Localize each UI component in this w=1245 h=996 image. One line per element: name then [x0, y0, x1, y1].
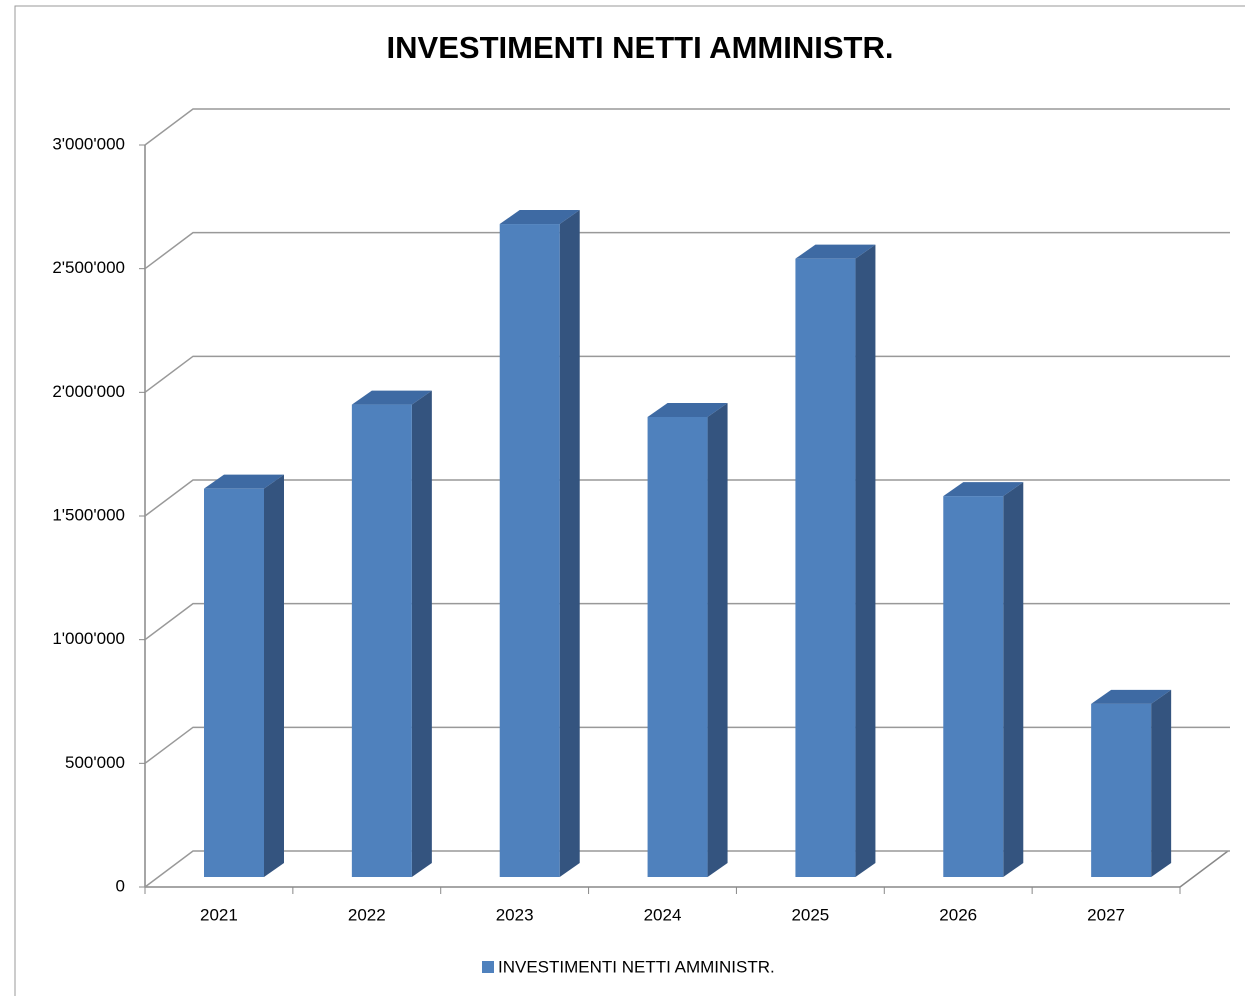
grid-line	[144, 355, 1230, 393]
bar-side	[559, 210, 580, 878]
bar-top	[351, 390, 432, 405]
grid-line	[144, 108, 1230, 146]
x-tick-label: 2023	[496, 905, 534, 924]
bar-top	[647, 402, 728, 417]
bar-top	[204, 474, 284, 489]
grid-line	[144, 479, 1230, 517]
y-tick-label: 1'000'000	[52, 629, 125, 648]
x-tick-label: 2026	[939, 905, 977, 924]
bar-side	[855, 244, 876, 877]
bar-side	[411, 390, 432, 877]
y-tick-label: 2'500'000	[52, 258, 125, 277]
x-tick-label: 2021	[200, 905, 238, 924]
y-tick-label: 1'500'000	[52, 505, 125, 524]
bar-top	[795, 244, 876, 259]
chart-title: INVESTIMENTI NETTI AMMINISTR.	[387, 30, 894, 65]
bar	[1091, 703, 1152, 877]
grid-line	[144, 602, 1230, 641]
bar	[351, 404, 412, 877]
bar	[795, 258, 856, 878]
x-tick-label: 2025	[791, 905, 829, 924]
y-tick-label: 3'000'000	[52, 134, 125, 153]
y-tick-label: 500'000	[65, 753, 125, 772]
grid-line	[144, 231, 1230, 270]
bar-side	[1151, 689, 1172, 877]
legend-label: INVESTIMENTI NETTI AMMINISTR.	[498, 957, 775, 976]
floor-line	[1179, 850, 1229, 888]
grid-line	[144, 726, 1230, 764]
bar-top	[499, 210, 580, 225]
x-tick-label: 2022	[348, 905, 386, 924]
bar-top	[1091, 689, 1172, 704]
chart-frame	[14, 5, 1245, 996]
bar	[499, 224, 560, 878]
x-tick-label: 2024	[644, 905, 682, 924]
bar	[647, 416, 708, 877]
bar	[204, 488, 264, 877]
bar-side	[1003, 482, 1024, 877]
y-tick-label: 2'000'000	[52, 382, 125, 401]
bar-top	[943, 482, 1024, 497]
bar-side	[707, 402, 728, 877]
y-tick-label: 0	[116, 876, 125, 895]
bar	[943, 496, 1004, 877]
legend-swatch	[482, 961, 494, 973]
x-tick-label: 2027	[1087, 905, 1125, 924]
bar-side	[264, 474, 284, 877]
grid-line	[144, 850, 1230, 888]
